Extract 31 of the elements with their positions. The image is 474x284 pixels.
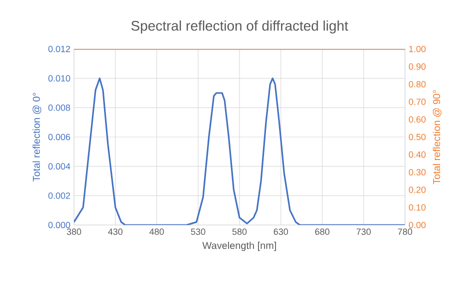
y2-tick-label: 1.00	[409, 46, 426, 52]
y-tick-label: 0.010	[48, 75, 70, 82]
y-tick-label: 0.008	[48, 104, 70, 111]
x-tick-label: 430	[108, 228, 123, 235]
chart-title: Spectral reflection of diffracted light	[131, 20, 348, 34]
y2-axis-title: Total reflection @ 90°	[432, 90, 442, 184]
y-tick-label: 0.012	[48, 46, 70, 52]
x-tick-label: 680	[315, 228, 330, 235]
y2-tick-label: 0.00	[408, 222, 426, 228]
y-axis-title: Total reflection @ 0°	[32, 92, 42, 182]
x-tick-label: 480	[149, 228, 164, 235]
y2-tick-label: 0.90	[408, 63, 426, 70]
y-tick-label: 0.002	[48, 192, 70, 199]
x-tick-label: 530	[191, 228, 206, 235]
y2-tick-label: 0.70	[408, 98, 426, 105]
y2-tick-label: 0.10	[408, 204, 426, 211]
y2-tick-label: 0.20	[408, 186, 426, 193]
y-tick-label: 0.000	[48, 222, 70, 228]
y2-tick-label: 0.80	[408, 81, 426, 88]
x-tick-label: 780	[398, 228, 412, 235]
x-tick-label: 730	[356, 228, 371, 235]
y2-tick-label: 0.30	[408, 169, 426, 176]
y2-tick-label: 0.50	[408, 134, 426, 140]
x-axis-title: Wavelength [nm]	[202, 242, 276, 251]
x-tick-label: 380	[66, 228, 82, 235]
y2-tick-label: 0.60	[408, 116, 426, 123]
x-tick-label: 580	[232, 228, 247, 235]
x-tick-label: 630	[274, 228, 288, 235]
y2-tick-label: 0.40	[408, 151, 426, 158]
y-tick-label: 0.006	[48, 134, 70, 140]
y-tick-label: 0.004	[48, 163, 70, 170]
